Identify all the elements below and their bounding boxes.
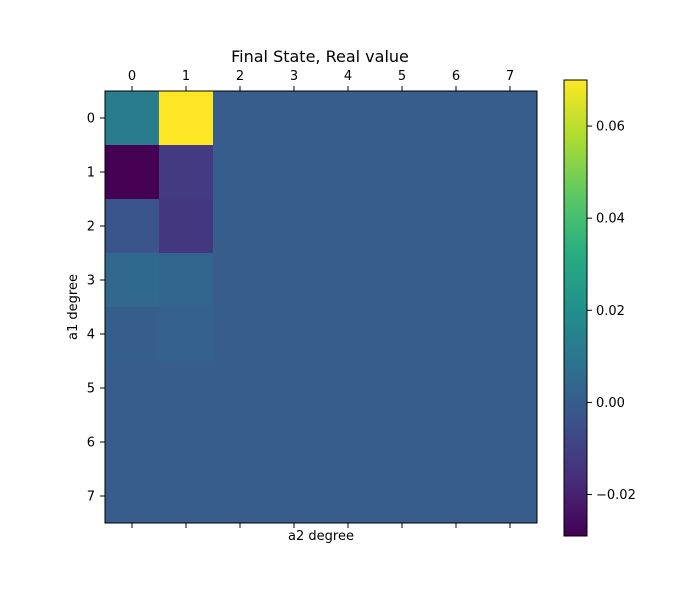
y-tick-label: 6	[87, 436, 95, 451]
heatmap-cell	[159, 469, 214, 524]
heatmap-cell	[429, 307, 484, 362]
y-tick-label: 7	[87, 490, 95, 505]
heatmap-cell	[267, 361, 322, 416]
heatmap-cell	[267, 469, 322, 524]
heatmap-cell	[213, 91, 268, 146]
heatmap-cell	[159, 199, 214, 254]
heatmap-cell	[429, 253, 484, 308]
heatmap-cell	[159, 307, 214, 362]
y-axis-ticks: 0 1 2 3 4 5 6 7	[87, 112, 105, 505]
colorbar-tick-label: 0.02	[596, 304, 625, 319]
heatmap-cell	[483, 469, 538, 524]
x-tick-label: 5	[398, 69, 406, 84]
y-tick-label: 1	[87, 166, 95, 181]
heatmap-cell	[213, 361, 268, 416]
y-tick-label: 0	[87, 112, 95, 127]
heatmap-cell	[483, 307, 538, 362]
y-tick-label: 2	[87, 220, 95, 235]
heatmap-cell	[321, 199, 376, 254]
heatmap-cell	[213, 253, 268, 308]
heatmap-cell	[375, 91, 430, 146]
heatmap-cell	[483, 91, 538, 146]
colorbar-ticks: −0.02 0.00 0.02 0.04 0.06	[587, 120, 636, 503]
colorbar-tick-label: 0.00	[596, 396, 625, 411]
heatmap-cell	[375, 253, 430, 308]
heatmap-cells	[105, 91, 538, 524]
heatmap-cell	[105, 469, 160, 524]
heatmap-cell	[159, 91, 214, 146]
heatmap-cell	[321, 469, 376, 524]
heatmap-cell	[267, 199, 322, 254]
heatmap-cell	[375, 415, 430, 470]
heatmap-cell	[213, 469, 268, 524]
heatmap-cell	[267, 91, 322, 146]
colorbar-tick-label: −0.02	[596, 488, 636, 503]
heatmap-cell	[321, 253, 376, 308]
x-axis-label: a2 degree	[288, 529, 354, 544]
heatmap-cell	[429, 199, 484, 254]
chart-title: Final State, Real value	[231, 47, 409, 66]
plot-frame	[104, 90, 538, 524]
x-axis-ticks: 0 1 2 3 4 5 6 7	[128, 69, 514, 528]
heatmap-cell	[483, 253, 538, 308]
colorbar-tick-label: 0.04	[596, 212, 625, 227]
heatmap-cell	[213, 145, 268, 200]
heatmap-cell	[159, 145, 214, 200]
x-tick-label: 0	[128, 69, 136, 84]
x-tick-label: 6	[452, 69, 460, 84]
heatmap-cell	[321, 415, 376, 470]
colorbar-tick-label: 0.06	[596, 120, 625, 135]
heatmap-cell	[105, 307, 160, 362]
heatmap-cell	[375, 469, 430, 524]
heatmap-cell	[267, 145, 322, 200]
heatmap-cell	[105, 199, 160, 254]
heatmap-cell	[375, 199, 430, 254]
heatmap-cell	[105, 253, 160, 308]
heatmap-cell	[105, 145, 160, 200]
x-tick-label: 4	[344, 69, 352, 84]
x-tick-label: 7	[506, 69, 514, 84]
heatmap-cell	[321, 145, 376, 200]
x-tick-label: 1	[182, 69, 190, 84]
heatmap-cell	[429, 361, 484, 416]
heatmap-cell	[429, 415, 484, 470]
heatmap-cell	[267, 415, 322, 470]
heatmap-cell	[375, 307, 430, 362]
y-tick-label: 5	[87, 382, 95, 397]
heatmap-cell	[483, 415, 538, 470]
heatmap-cell	[483, 361, 538, 416]
colorbar	[563, 79, 588, 537]
x-tick-label: 3	[290, 69, 298, 84]
heatmap-cell	[321, 361, 376, 416]
x-tick-label: 2	[236, 69, 244, 84]
heatmap-cell	[429, 469, 484, 524]
heatmap-cell	[267, 253, 322, 308]
heatmap-cell	[105, 415, 160, 470]
heatmap-cell	[375, 145, 430, 200]
heatmap-cell	[483, 145, 538, 200]
heatmap-cell	[159, 361, 214, 416]
heatmap-cell	[213, 415, 268, 470]
heatmap-cell	[105, 361, 160, 416]
heatmap-cell	[321, 307, 376, 362]
y-tick-label: 4	[87, 328, 95, 343]
heatmap-cell	[213, 307, 268, 362]
heatmap-cell	[159, 253, 214, 308]
heatmap-cell	[483, 199, 538, 254]
heatmap-cell	[213, 199, 268, 254]
heatmap-cell	[429, 145, 484, 200]
y-axis-label: a1 degree	[66, 274, 81, 340]
heatmap-cell	[321, 91, 376, 146]
heatmap-cell	[159, 415, 214, 470]
heatmap-cell	[429, 91, 484, 146]
heatmap-cell	[375, 361, 430, 416]
heatmap-cell	[105, 91, 160, 146]
y-tick-label: 3	[87, 274, 95, 289]
heatmap-cell	[267, 307, 322, 362]
